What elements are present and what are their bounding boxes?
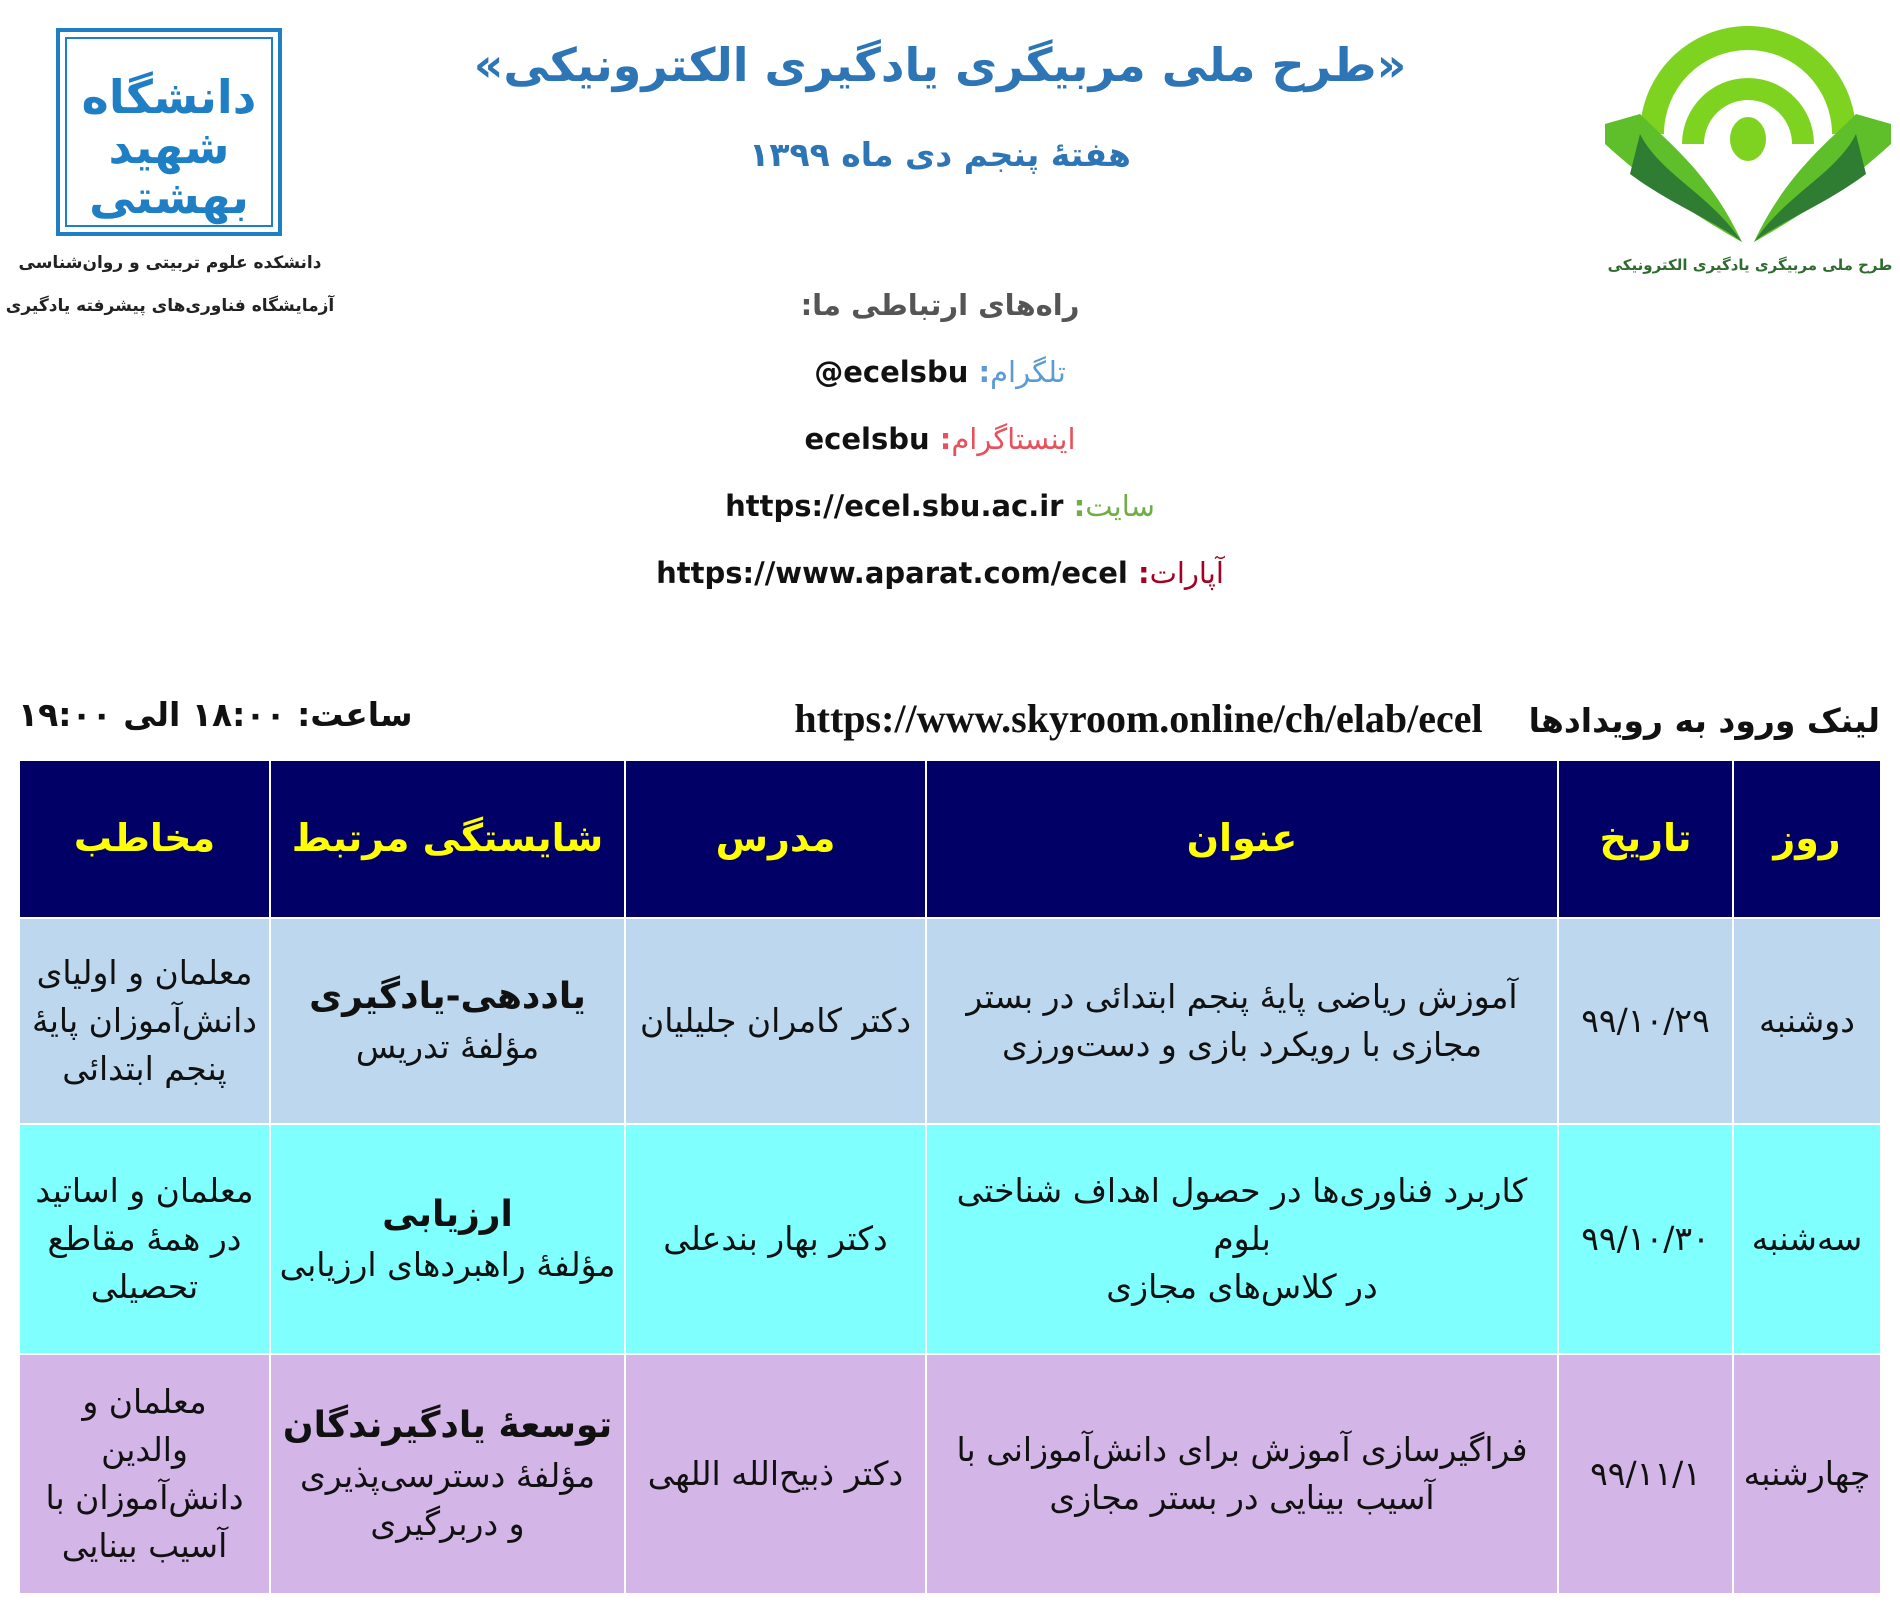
audience-line: دانش‌آموزان پایهٔ xyxy=(32,1001,257,1041)
audience-line: در همهٔ مقاطع xyxy=(47,1219,242,1259)
component-line: مؤلفهٔ تدریس xyxy=(355,1027,540,1067)
contact-telegram: تلگرام: @ecelsbu xyxy=(814,355,1066,389)
date-text: ۹۹/۱۱/۱ xyxy=(1590,1454,1701,1494)
cell-day: چهارشنبه xyxy=(1732,1353,1882,1595)
cell-day: سه‌شنبه xyxy=(1732,1123,1882,1355)
aparat-label: آپارات xyxy=(1149,556,1224,590)
program-logo xyxy=(1600,24,1896,244)
title-line: آموزش ریاضی پایهٔ پنجم ابتدائی در بستر xyxy=(966,977,1518,1017)
cell-date: ۹۹/۱۰/۲۹ xyxy=(1557,917,1734,1125)
cell-competency: ارزیابی مؤلفهٔ راهبردهای ارزیابی xyxy=(269,1123,626,1355)
header-competency: شایستگی مرتبط xyxy=(269,759,626,919)
component-line: مؤلفهٔ راهبردهای ارزیابی xyxy=(279,1245,616,1285)
telegram-handle[interactable]: @ecelsbu xyxy=(814,355,969,389)
instagram-handle[interactable]: ecelsbu xyxy=(804,422,930,456)
events-link-label: لینک ورود به رویدادها xyxy=(1528,701,1880,740)
cell-title: فراگیرسازی آموزش برای دانش‌آموزانی با آسی… xyxy=(925,1353,1559,1595)
cell-instructor: دکتر ذبیح‌الله اللهی xyxy=(624,1353,927,1595)
table-header-row: روز تاریخ عنوان مدرس شایستگی مرتبط مخاطب xyxy=(18,759,1882,919)
university-logo: دانشگاه شهید بهشتی xyxy=(56,28,282,236)
cell-date: ۹۹/۱۱/۱ xyxy=(1557,1353,1734,1595)
title-line: در کلاس‌های مجازی xyxy=(1106,1266,1378,1306)
header-day: روز xyxy=(1732,759,1882,919)
audience-line: معلمان و اولیای xyxy=(36,953,253,993)
date-text: ۹۹/۱۰/۲۹ xyxy=(1581,1001,1710,1041)
website-link[interactable]: https://ecel.sbu.ac.ir xyxy=(725,489,1064,523)
contact-heading: راه‌های ارتباطی ما: xyxy=(800,288,1080,322)
events-link-url[interactable]: https://www.skyroom.online/ch/elab/ecel xyxy=(794,696,1483,741)
title-line: کاربرد فناوری‌ها در حصول اهداف شناختی بل… xyxy=(956,1171,1528,1259)
title-line: آسیب بینایی در بستر مجازی xyxy=(1049,1478,1435,1517)
events-link: لینک ورود به رویدادها https://www.skyroo… xyxy=(794,695,1880,742)
audience-line: آسیب بینایی xyxy=(61,1525,228,1565)
cell-title: کاربرد فناوری‌ها در حصول اهداف شناختی بل… xyxy=(925,1123,1559,1355)
competency-text: ارزیابی xyxy=(382,1193,513,1235)
cell-competency: یاددهی-یادگیری مؤلفهٔ تدریس xyxy=(269,917,626,1125)
lab-caption: آزمایشگاه فناوری‌های پیشرفته یادگیری xyxy=(5,296,335,316)
audience-line: پنجم ابتدائی xyxy=(62,1048,227,1088)
telegram-label: تلگرام xyxy=(990,355,1066,389)
svg-text:بهشتی: بهشتی xyxy=(89,170,249,224)
cell-day: دوشنبه xyxy=(1732,917,1882,1125)
contact-website: سایت: https://ecel.sbu.ac.ir xyxy=(725,489,1155,523)
faculty-caption: دانشکده علوم تربیتی و روان‌شناسی xyxy=(18,253,322,273)
audience-line: تحصیلی xyxy=(90,1266,199,1306)
schedule-table: روز تاریخ عنوان مدرس شایستگی مرتبط مخاطب… xyxy=(18,759,1882,1595)
event-time: ساعت: ۱۸:۰۰ الی ۱۹:۰۰ xyxy=(18,695,413,734)
cell-audience: معلمان و اساتید در همهٔ مقاطع تحصیلی xyxy=(18,1123,271,1355)
header-title: عنوان xyxy=(925,759,1559,919)
table-row: چهارشنبه ۹۹/۱۱/۱ فراگیرسازی آموزش برای دان… xyxy=(18,1353,1882,1595)
component-line: مؤلفهٔ دسترسی‌پذیری xyxy=(299,1456,596,1496)
audience-line: معلمان و xyxy=(82,1382,207,1422)
day-text: سه‌شنبه xyxy=(1751,1219,1863,1259)
day-text: دوشنبه xyxy=(1759,1001,1855,1041)
page-title: «طرح ملی مربیگری یادگیری الکترونیکی» xyxy=(473,38,1407,92)
header-instructor: مدرس xyxy=(624,759,927,919)
instagram-label: اینستاگرام xyxy=(951,422,1076,456)
aparat-link[interactable]: https://www.aparat.com/ecel xyxy=(656,556,1128,590)
audience-line: والدین xyxy=(101,1430,188,1470)
svg-text:شهید: شهید xyxy=(109,120,230,174)
instructor-text: دکتر بهار بندعلی xyxy=(663,1219,888,1259)
day-text: چهارشنبه xyxy=(1743,1454,1871,1494)
cell-instructor: دکتر کامران جلیلیان xyxy=(624,917,927,1125)
cell-title: آموزش ریاضی پایهٔ پنجم ابتدائی در بستر مج… xyxy=(925,917,1559,1125)
header-audience: مخاطب xyxy=(18,759,271,919)
cell-competency: توسعهٔ یادگیرندگان مؤلفهٔ دسترسی‌پذیری و د… xyxy=(269,1353,626,1595)
title-line: مجازی با رویکرد بازی و دست‌ورزی xyxy=(1002,1025,1482,1064)
page-subtitle: هفتهٔ پنجم دی ماه ۱۳۹۹ xyxy=(749,135,1131,174)
instructor-text: دکتر ذبیح‌الله اللهی xyxy=(647,1454,904,1494)
date-text: ۹۹/۱۰/۳۰ xyxy=(1581,1219,1710,1259)
events-link-row: ساعت: ۱۸:۰۰ الی ۱۹:۰۰ لینک ورود به رویدا… xyxy=(18,695,1880,745)
competency-text: توسعهٔ یادگیرندگان xyxy=(282,1405,613,1447)
title-line: فراگیرسازی آموزش برای دانش‌آموزانی با xyxy=(956,1430,1528,1470)
contact-aparat: آپارات: https://www.aparat.com/ecel xyxy=(656,556,1224,590)
contact-instagram: اینستاگرام: ecelsbu xyxy=(804,422,1076,456)
program-logo-caption: طرح ملی مربیگری یادگیری الکترونیکی xyxy=(1607,256,1893,274)
competency-text: یاددهی-یادگیری xyxy=(309,975,586,1017)
cell-date: ۹۹/۱۰/۳۰ xyxy=(1557,1123,1734,1355)
cell-audience: معلمان و اولیای دانش‌آموزان پایهٔ پنجم ابت… xyxy=(18,917,271,1125)
header-date: تاریخ xyxy=(1557,759,1734,919)
table-row: سه‌شنبه ۹۹/۱۰/۳۰ کاربرد فناوری‌ها در حصول … xyxy=(18,1123,1882,1355)
component-line: و دربرگیری xyxy=(370,1504,525,1544)
website-label: سایت xyxy=(1085,489,1155,523)
audience-line: دانش‌آموزان با xyxy=(45,1478,244,1517)
svg-text:دانشگاه: دانشگاه xyxy=(82,70,257,124)
audience-line: معلمان و اساتید xyxy=(35,1171,254,1211)
cell-audience: معلمان و والدین دانش‌آموزان با آسیب بینایی xyxy=(18,1353,271,1595)
table-row: دوشنبه ۹۹/۱۰/۲۹ آموزش ریاضی پایهٔ پنجم ابت… xyxy=(18,917,1882,1125)
instructor-text: دکتر کامران جلیلیان xyxy=(639,1001,912,1041)
cell-instructor: دکتر بهار بندعلی xyxy=(624,1123,927,1355)
